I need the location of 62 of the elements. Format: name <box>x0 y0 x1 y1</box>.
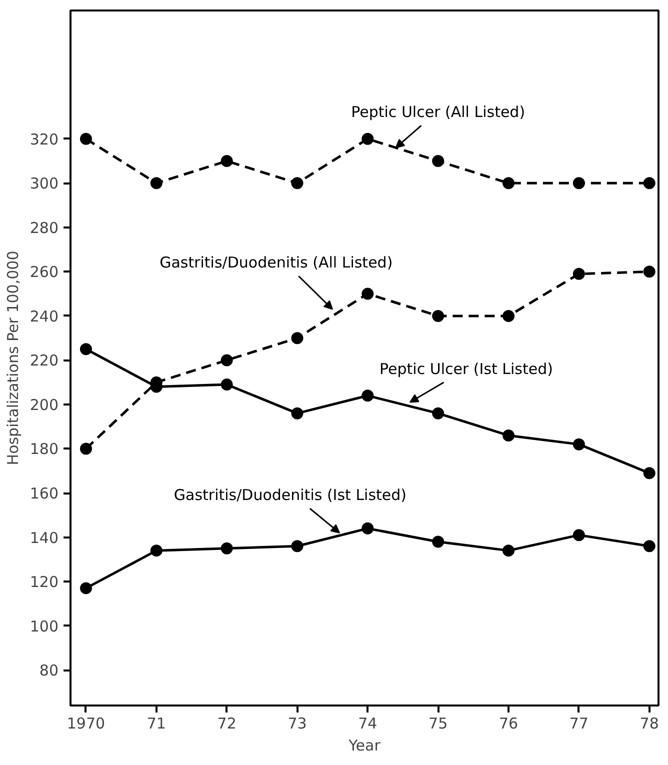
y-tick-label: 240 <box>30 307 59 326</box>
y-tick-label: 140 <box>30 528 59 547</box>
point <box>291 407 304 420</box>
y-tick-label: 280 <box>30 218 59 237</box>
x-tick-label: 74 <box>358 714 378 732</box>
x-tick-label: 78 <box>640 714 659 732</box>
point <box>291 540 304 552</box>
y-tick-label: 120 <box>30 573 59 592</box>
point <box>220 378 233 391</box>
point <box>643 266 656 278</box>
y-tick-label: 100 <box>30 617 59 636</box>
y-tick-label: 260 <box>30 263 59 282</box>
point <box>502 544 515 557</box>
point <box>80 132 92 145</box>
point <box>502 310 515 322</box>
point <box>432 536 444 548</box>
x-axis-title: Year <box>348 736 382 754</box>
y-tick-label: 160 <box>30 484 59 503</box>
point <box>362 132 374 145</box>
x-tick-label: 72 <box>217 714 236 732</box>
point <box>362 288 374 300</box>
y-tick-label: 80 <box>39 662 59 680</box>
y-tick-label: 180 <box>30 440 59 458</box>
point <box>362 522 374 534</box>
point <box>572 438 585 450</box>
point <box>643 177 656 190</box>
point <box>502 177 515 190</box>
y-tick-label: 300 <box>30 174 59 193</box>
point <box>572 177 585 190</box>
point <box>432 310 444 322</box>
point <box>80 442 92 455</box>
point <box>150 544 162 557</box>
point <box>432 407 444 420</box>
point <box>150 177 162 190</box>
point <box>80 343 92 356</box>
point <box>643 467 656 480</box>
point <box>220 542 233 554</box>
series-label: Peptic Ulcer (Ist Listed) <box>380 360 553 378</box>
point <box>291 332 304 344</box>
x-tick-label: 75 <box>428 714 448 732</box>
y-tick-label: 200 <box>30 396 59 414</box>
point <box>220 155 233 167</box>
x-tick-label: 71 <box>146 714 166 732</box>
y-tick-label: 220 <box>30 352 59 370</box>
series-label: Gastritis/Duodenitis (All Listed) <box>160 254 393 272</box>
y-axis-title: Hospitalizations Per 100,000 <box>4 250 22 466</box>
point <box>80 582 92 594</box>
x-tick-label: 76 <box>498 714 518 732</box>
point <box>432 155 444 167</box>
point <box>643 540 656 552</box>
point <box>220 354 233 366</box>
point <box>572 268 585 280</box>
x-tick-label: 73 <box>288 714 307 732</box>
series-label: Peptic Ulcer (All Listed) <box>351 103 526 122</box>
point <box>572 529 585 542</box>
point <box>502 429 515 442</box>
y-tick-label: 320 <box>30 130 59 148</box>
text: Gastritis/Duodenitis (Ist Listed) <box>174 486 407 504</box>
x-tick-label: 1970 <box>66 714 106 732</box>
point <box>362 390 374 402</box>
x-tick-label: 77 <box>569 714 588 732</box>
point <box>291 177 304 190</box>
